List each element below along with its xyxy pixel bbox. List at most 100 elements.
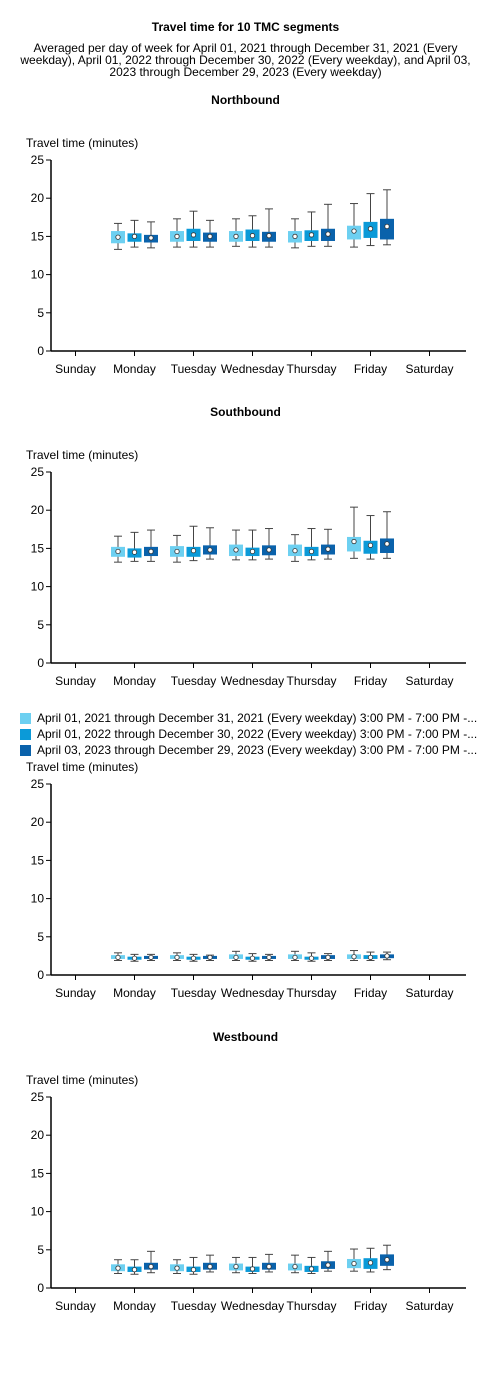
x-tick-label: Monday <box>113 1299 156 1313</box>
y-tick-label: 0 <box>37 1281 44 1295</box>
x-tick-label: Monday <box>113 986 156 1000</box>
box-monday-series-2 <box>127 1259 142 1275</box>
box-wednesday-series-3 <box>262 953 276 961</box>
chart-panel-2: Southbound Travel time (minutes) 0 5 10 15 20 2… <box>26 405 466 688</box>
mean-marker <box>384 1257 390 1263</box>
y-tick-label: 25 <box>31 1090 45 1104</box>
mean-marker <box>249 955 256 961</box>
mean-marker <box>131 955 138 961</box>
mean-marker <box>233 1264 239 1270</box>
y-tick-label: 5 <box>37 930 44 944</box>
box-friday-series-1 <box>347 506 361 559</box>
y-axis-label: Travel time (minutes) <box>26 448 138 462</box>
box-thursday-series-3 <box>321 953 335 961</box>
mean-marker <box>174 233 180 239</box>
box-wednesday-series-1 <box>229 529 243 561</box>
x-tick-label: Saturday <box>405 674 453 688</box>
chart-subtitle: Averaged per day of week for April 01, 2… <box>20 41 471 79</box>
mean-marker <box>207 1264 213 1270</box>
legend-label-2021: April 01, 2021 through December 31, 2021… <box>37 711 478 725</box>
legend-item-2023[interactable]: April 03, 2023 through December 29, 2023… <box>20 742 477 758</box>
legend-item-2022[interactable]: April 01, 2022 through December 30, 2022… <box>20 726 477 742</box>
y-tick-label: 5 <box>37 1243 44 1257</box>
mean-marker <box>351 538 357 545</box>
y-tick-label: 10 <box>31 1205 45 1219</box>
x-tick-label: Tuesday <box>171 674 217 688</box>
legend-item-2021[interactable]: April 01, 2021 through December 31, 2021… <box>20 710 477 726</box>
mean-marker <box>351 954 357 960</box>
x-tick-label: Sunday <box>55 362 96 376</box>
mean-marker <box>308 955 315 961</box>
y-tick-label: 10 <box>31 580 45 594</box>
box-monday-series-3 <box>144 221 158 249</box>
y-tick-label: 25 <box>31 777 45 791</box>
y-tick-label: 20 <box>31 1128 45 1142</box>
mean-marker <box>190 548 197 554</box>
box-wednesday-series-1 <box>229 218 243 247</box>
box-monday-series-1 <box>111 952 125 961</box>
box-thursday-series-2 <box>304 952 319 962</box>
panel-title: Westbound <box>213 1030 278 1044</box>
box-friday-series-1 <box>347 203 361 248</box>
mean-marker <box>266 233 272 239</box>
box-wednesday-series-1 <box>229 950 243 961</box>
mean-marker <box>131 549 138 555</box>
box-thursday-series-3 <box>321 1250 335 1272</box>
x-tick-label: Sunday <box>55 1299 96 1313</box>
box-wednesday-series-3 <box>262 528 276 560</box>
mean-marker <box>367 1260 374 1266</box>
mean-marker <box>174 548 180 555</box>
mean-marker <box>148 235 154 241</box>
y-tick-label: 10 <box>31 268 45 282</box>
y-tick-label: 10 <box>31 892 45 906</box>
mean-marker <box>367 542 374 548</box>
x-tick-label: Monday <box>113 674 156 688</box>
x-tick-label: Saturday <box>405 1299 453 1313</box>
box-monday-series-3 <box>144 953 158 961</box>
mean-marker <box>308 548 315 555</box>
box-wednesday-series-2 <box>245 215 260 248</box>
x-tick-label: Sunday <box>55 674 96 688</box>
box-wednesday-series-3 <box>262 208 276 248</box>
y-tick-label: 0 <box>37 656 44 670</box>
y-axis-label: Travel time (minutes) <box>26 1073 138 1087</box>
x-tick-label: Wednesday <box>221 1299 284 1313</box>
box-friday-series-1 <box>347 950 361 961</box>
mean-marker <box>308 1266 315 1272</box>
mean-marker <box>292 1264 298 1270</box>
chart-panel-1: Northbound Travel time (minutes) 0 5 10 15 20 2… <box>26 93 466 376</box>
y-axis-label: Travel time (minutes) <box>26 760 138 774</box>
mean-marker <box>207 233 213 239</box>
mean-marker <box>174 1265 180 1271</box>
box-friday-series-2 <box>363 193 378 247</box>
box-thursday-series-3 <box>321 528 335 560</box>
mean-marker <box>325 546 331 552</box>
x-tick-label: Saturday <box>405 986 453 1000</box>
box-monday-series-3 <box>144 1250 158 1274</box>
mean-marker <box>384 541 390 547</box>
box-tuesday-series-3 <box>203 219 217 248</box>
legend-label-2023: April 03, 2023 through December 29, 2023… <box>37 743 478 757</box>
box-friday-series-3 <box>380 951 394 961</box>
x-tick-label: Friday <box>354 1299 387 1313</box>
box-wednesday-series-3 <box>262 1253 276 1273</box>
legend-swatch-2021 <box>20 712 31 724</box>
y-tick-label: 0 <box>37 968 44 982</box>
box-thursday-series-2 <box>304 528 319 561</box>
mean-marker <box>384 953 390 959</box>
x-tick-label: Sunday <box>55 986 96 1000</box>
mean-marker <box>249 548 256 555</box>
x-tick-label: Monday <box>113 362 156 376</box>
box-tuesday-series-1 <box>170 1259 184 1274</box>
mean-marker <box>190 1267 197 1273</box>
box-friday-series-2 <box>363 951 378 961</box>
box-tuesday-series-1 <box>170 534 184 563</box>
mean-marker <box>325 231 331 237</box>
box-monday-series-3 <box>144 529 158 562</box>
box-friday-series-3 <box>380 1244 394 1271</box>
box-thursday-series-1 <box>288 534 302 562</box>
y-tick-label: 5 <box>37 306 44 320</box>
mean-marker <box>207 954 213 961</box>
mean-marker <box>249 1266 256 1272</box>
box-wednesday-series-2 <box>245 529 260 561</box>
